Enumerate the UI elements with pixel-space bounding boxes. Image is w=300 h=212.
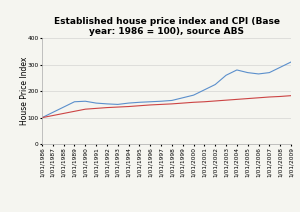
Y-axis label: House Price Index: House Price Index — [20, 57, 29, 125]
Title: Established house price index and CPI (Base
year: 1986 = 100), source ABS: Established house price index and CPI (B… — [53, 17, 280, 36]
